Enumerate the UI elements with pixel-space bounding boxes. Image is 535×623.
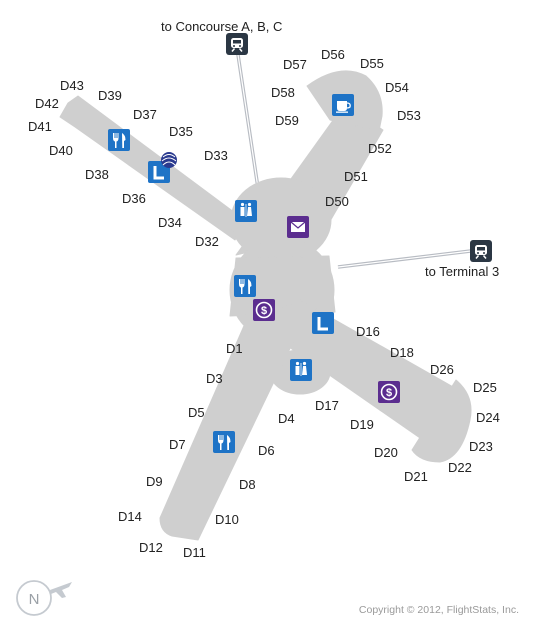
gate-label[interactable]: D23 — [469, 439, 493, 454]
gate-label[interactable]: D43 — [60, 78, 84, 93]
gate-label[interactable]: D7 — [169, 437, 186, 452]
gate-label[interactable]: D16 — [356, 324, 380, 339]
gate-label[interactable]: D34 — [158, 215, 182, 230]
gate-label[interactable]: D56 — [321, 47, 345, 62]
lounge-icon[interactable] — [312, 312, 334, 334]
compass-label: N — [29, 591, 40, 608]
gate-label[interactable]: D18 — [390, 345, 414, 360]
train-icon — [470, 240, 492, 262]
connector-label-terminal3: to Terminal 3 — [425, 264, 499, 279]
gate-label[interactable]: D55 — [360, 56, 384, 71]
gate-label[interactable]: D26 — [430, 362, 454, 377]
gate-label[interactable]: D37 — [133, 107, 157, 122]
gate-label[interactable]: D52 — [368, 141, 392, 156]
currency-exchange-icon[interactable] — [378, 381, 400, 403]
restaurant-icon[interactable] — [108, 129, 130, 151]
gate-label[interactable]: D50 — [325, 194, 349, 209]
gate-labels: D43 D39 D42 D37 D41 D35 D40 D33 D38 D36 … — [28, 47, 500, 560]
connector-label-concourses: to Concourse A, B, C — [161, 19, 282, 34]
gate-label[interactable]: D25 — [473, 380, 497, 395]
train-icon — [226, 33, 248, 55]
gate-label[interactable]: D41 — [28, 119, 52, 134]
gate-label[interactable]: D51 — [344, 169, 368, 184]
airline-logo-icon[interactable] — [161, 152, 177, 168]
gate-label[interactable]: D4 — [278, 411, 295, 426]
gate-label[interactable]: D33 — [204, 148, 228, 163]
mail-icon[interactable] — [287, 216, 309, 238]
compass-icon: N — [16, 580, 72, 616]
gate-label[interactable]: D12 — [139, 540, 163, 555]
gate-label[interactable]: D57 — [283, 57, 307, 72]
gate-label[interactable]: D42 — [35, 96, 59, 111]
gate-label[interactable]: D1 — [226, 341, 243, 356]
gate-label[interactable]: D17 — [315, 398, 339, 413]
gate-label[interactable]: D36 — [122, 191, 146, 206]
gate-label[interactable]: D10 — [215, 512, 239, 527]
gate-label[interactable]: D59 — [275, 113, 299, 128]
gate-label[interactable]: D39 — [98, 88, 122, 103]
gate-label[interactable]: D3 — [206, 371, 223, 386]
restaurant-icon[interactable] — [234, 275, 256, 297]
train-lines — [235, 47, 480, 269]
gate-label[interactable]: D20 — [374, 445, 398, 460]
restroom-icon[interactable] — [290, 359, 312, 381]
gate-label[interactable]: D54 — [385, 80, 409, 95]
restroom-icon[interactable] — [235, 200, 257, 222]
gate-label[interactable]: D58 — [271, 85, 295, 100]
gate-label[interactable]: D32 — [195, 234, 219, 249]
gate-label[interactable]: D14 — [118, 509, 142, 524]
currency-exchange-icon[interactable] — [253, 299, 275, 321]
gate-label[interactable]: D35 — [169, 124, 193, 139]
gate-label[interactable]: D11 — [183, 545, 206, 560]
gate-label[interactable]: D24 — [476, 410, 500, 425]
copyright-text: Copyright © 2012, FlightStats, Inc. — [359, 604, 519, 616]
gate-label[interactable]: D38 — [85, 167, 109, 182]
gate-label[interactable]: D40 — [49, 143, 73, 158]
gate-label[interactable]: D9 — [146, 474, 163, 489]
gate-label[interactable]: D19 — [350, 417, 374, 432]
gate-label[interactable]: D22 — [448, 460, 472, 475]
coffee-icon[interactable] — [332, 94, 354, 116]
gate-label[interactable]: D21 — [404, 469, 428, 484]
gate-label[interactable]: D5 — [188, 405, 205, 420]
gate-label[interactable]: D53 — [397, 108, 421, 123]
gate-label[interactable]: D6 — [258, 443, 275, 458]
restaurant-icon[interactable] — [213, 431, 235, 453]
gate-label[interactable]: D8 — [239, 477, 256, 492]
